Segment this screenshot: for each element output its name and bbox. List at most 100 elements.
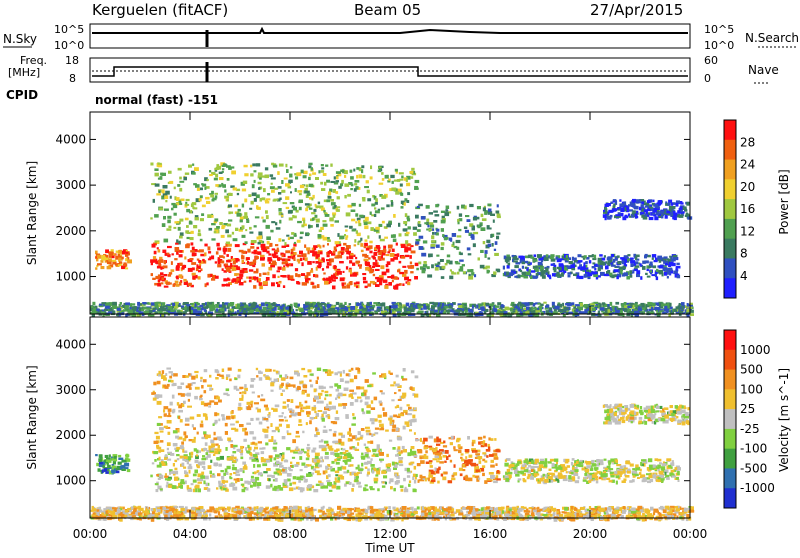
power-cell [383,249,386,253]
power-cell [465,310,468,313]
power-cell [411,251,416,254]
velocity-cell [300,407,302,410]
power-cell [372,266,375,268]
power-cell [665,215,668,219]
velocity-cell [240,457,243,460]
power-cell [167,253,170,255]
power-cell [427,306,430,309]
velocity-cell [222,369,224,373]
power-cell [329,217,334,221]
power-cell [161,277,164,280]
power-cell [490,307,492,310]
power-cell [394,286,398,290]
power-cell [168,171,172,174]
velocity-cell [154,441,159,444]
power-cell [244,281,247,283]
velocity-cell [183,467,186,469]
power-cell [383,246,386,249]
power-cell [631,305,633,308]
power-cell [258,278,261,282]
power-cell [321,188,325,191]
power-colorbar-tick: 4 [740,269,748,283]
power-cell [283,285,285,288]
power-cell [236,278,239,281]
power-cell [141,309,144,312]
velocity-cell [109,454,111,457]
power-cell [642,305,645,308]
velocity-cell [250,385,254,388]
velocity-cell [382,485,386,487]
velocity-cell [268,478,270,481]
power-cell [328,196,332,199]
power-cell [611,306,614,309]
power-cell [216,308,218,311]
power-cell [512,255,514,257]
power-cell [356,175,358,179]
power-cell [202,205,206,208]
power-cell [173,284,176,287]
velocity-cell [354,473,359,476]
velocity-cell [232,467,237,470]
power-cell [322,268,324,271]
velocity-cell [196,450,198,454]
velocity-cell [322,418,325,422]
power-cell [401,244,406,248]
power-cell [190,303,194,305]
velocity-cell [411,446,415,449]
power-cell [185,204,189,206]
power-cell [468,276,473,280]
nsky-tick-top: 10^5 [54,23,84,36]
velocity-cell [160,431,164,433]
velocity-cell [337,467,341,471]
velocity-cell [390,486,393,489]
velocity-cell [99,454,103,458]
power-cell [164,274,168,276]
power-cell [181,199,185,202]
power-cell [624,309,628,313]
power-cell [104,309,108,311]
power-cell [291,232,294,235]
power-cell [433,211,438,213]
power-cell [269,243,272,247]
velocity-cell [380,390,383,392]
velocity-cell [240,387,243,389]
velocity-cell [292,482,296,485]
power-cell [687,214,689,217]
power-cell [214,178,218,181]
power-cell [317,284,320,288]
power-cell [450,239,452,242]
power-cell [354,239,356,243]
power-cell [376,304,381,306]
velocity-cell [408,484,411,487]
power-cell [132,306,137,308]
power-cell [250,310,254,313]
velocity-cell [173,430,178,433]
power-cell [586,270,589,272]
power-cell [386,254,390,256]
power-cell [261,217,263,219]
power-cell [359,204,361,207]
power-cell [242,260,245,263]
velocity-cell [170,453,174,456]
velocity-cell [330,452,334,455]
power-cell [669,206,673,210]
velocity-cell [352,484,355,487]
power-cell [359,215,363,218]
power-cell [599,254,603,256]
power-cell [211,223,216,225]
power-cell [297,221,302,223]
power-cell [216,251,219,254]
power-cell [230,212,233,214]
power-cell [306,272,310,276]
power-cell [240,216,244,219]
velocity-cell [270,458,273,462]
power-cell [335,241,339,244]
power-colorbar-segment [724,179,736,199]
power-cell [369,241,372,244]
power-cell [160,306,164,308]
power-cell [418,262,421,265]
velocity-cell [335,398,337,401]
velocity-cell [176,454,180,456]
velocity-cell [346,373,349,376]
